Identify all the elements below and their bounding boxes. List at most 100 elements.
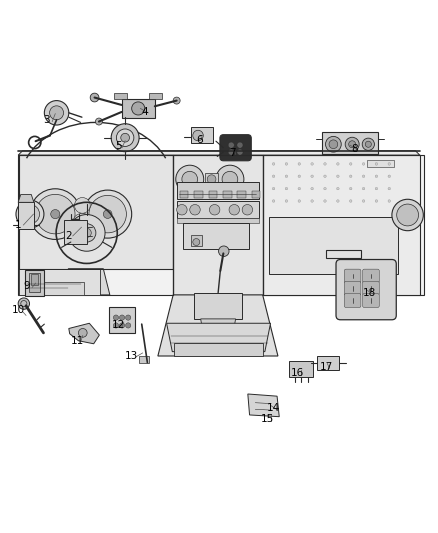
Circle shape — [285, 200, 288, 203]
Text: 5: 5 — [115, 141, 122, 151]
Circle shape — [311, 200, 314, 203]
Circle shape — [30, 189, 81, 239]
Circle shape — [272, 200, 275, 203]
Text: 13: 13 — [125, 351, 138, 361]
Circle shape — [121, 133, 130, 142]
Circle shape — [18, 298, 29, 309]
Text: 10: 10 — [11, 305, 25, 315]
Bar — [194, 190, 203, 198]
Bar — [19, 269, 100, 295]
Text: 8: 8 — [351, 143, 358, 154]
Circle shape — [311, 187, 314, 190]
Text: 12: 12 — [112, 320, 125, 330]
Circle shape — [375, 175, 378, 177]
Bar — [321, 133, 378, 154]
Circle shape — [126, 323, 131, 328]
Polygon shape — [69, 323, 99, 344]
Circle shape — [16, 200, 44, 228]
Polygon shape — [18, 155, 424, 295]
FancyBboxPatch shape — [363, 294, 379, 308]
FancyBboxPatch shape — [344, 294, 361, 308]
Circle shape — [345, 138, 359, 151]
Circle shape — [132, 102, 145, 115]
Circle shape — [89, 196, 127, 233]
Bar — [139, 356, 149, 362]
Bar — [263, 155, 420, 295]
Circle shape — [95, 118, 102, 125]
Bar — [177, 182, 259, 199]
Circle shape — [336, 163, 339, 165]
Circle shape — [336, 200, 339, 203]
Circle shape — [350, 187, 352, 190]
Circle shape — [298, 187, 300, 190]
Bar — [194, 293, 242, 319]
Circle shape — [362, 200, 365, 203]
Circle shape — [397, 204, 419, 226]
Circle shape — [375, 187, 378, 190]
Bar — [317, 356, 339, 369]
Bar — [114, 93, 127, 99]
Bar — [44, 282, 84, 295]
Text: 17: 17 — [319, 362, 332, 372]
Circle shape — [311, 175, 314, 177]
Circle shape — [324, 187, 326, 190]
Circle shape — [362, 187, 365, 190]
FancyBboxPatch shape — [344, 281, 361, 295]
Circle shape — [350, 175, 352, 177]
Circle shape — [336, 175, 339, 177]
Circle shape — [350, 163, 352, 165]
Circle shape — [82, 228, 91, 238]
Circle shape — [173, 97, 180, 104]
Circle shape — [237, 149, 243, 155]
Circle shape — [51, 209, 60, 219]
FancyBboxPatch shape — [363, 281, 379, 295]
Circle shape — [229, 205, 240, 215]
Circle shape — [73, 213, 92, 232]
Circle shape — [311, 163, 314, 165]
Bar — [122, 99, 155, 118]
Circle shape — [375, 200, 378, 203]
Bar — [149, 93, 162, 99]
Bar — [289, 361, 313, 377]
Text: 15: 15 — [261, 414, 274, 424]
Circle shape — [388, 163, 391, 165]
Circle shape — [120, 315, 125, 320]
Circle shape — [285, 187, 288, 190]
Text: 18: 18 — [363, 288, 376, 298]
Circle shape — [193, 239, 200, 246]
Bar — [31, 274, 38, 285]
Bar — [205, 173, 218, 185]
Bar — [18, 203, 34, 229]
Circle shape — [228, 142, 234, 148]
Circle shape — [49, 106, 64, 120]
Circle shape — [272, 187, 275, 190]
Bar — [208, 190, 217, 198]
Circle shape — [20, 205, 39, 224]
Text: 1: 1 — [15, 220, 21, 230]
Bar — [191, 235, 201, 246]
FancyBboxPatch shape — [344, 269, 361, 283]
Circle shape — [219, 246, 229, 256]
Bar — [173, 155, 263, 295]
Circle shape — [68, 215, 105, 251]
Text: 7: 7 — [229, 148, 235, 158]
Circle shape — [103, 210, 112, 219]
Circle shape — [113, 315, 119, 320]
Bar — [64, 220, 87, 244]
Circle shape — [298, 175, 300, 177]
Circle shape — [272, 175, 275, 177]
Bar — [19, 155, 173, 269]
Circle shape — [324, 175, 326, 177]
Bar — [177, 201, 259, 219]
Circle shape — [120, 323, 125, 328]
Circle shape — [388, 187, 391, 190]
Circle shape — [285, 163, 288, 165]
Bar — [177, 219, 259, 223]
Bar — [191, 127, 213, 142]
Bar — [174, 343, 263, 356]
FancyBboxPatch shape — [220, 135, 251, 161]
Text: 14: 14 — [267, 403, 280, 414]
Text: 16: 16 — [291, 368, 304, 378]
Polygon shape — [166, 323, 271, 352]
Text: 3: 3 — [43, 115, 50, 125]
